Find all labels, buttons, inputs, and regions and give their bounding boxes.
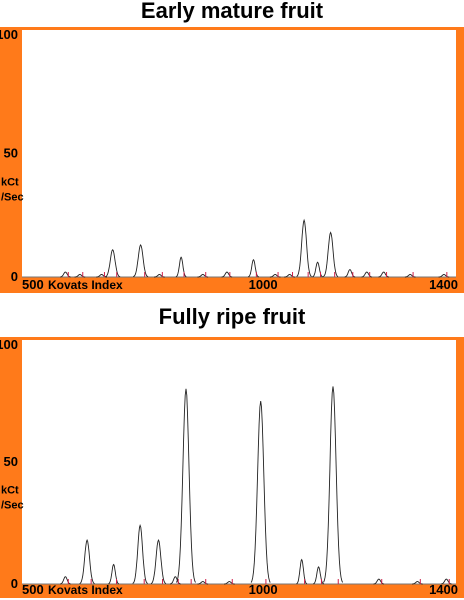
chromatogram-peak [296,558,308,585]
y-axis-label: kCt [1,485,19,497]
chromatogram-peak [412,581,423,585]
chromatogram-peak [269,274,281,278]
chromatogram-peak [323,386,344,583]
chromatogram-peak [132,523,148,584]
chromatogram-peak [284,274,295,278]
chromatogram-peak [96,274,107,278]
plot-area [22,340,456,584]
chromatogram-peak [247,258,259,278]
x-tick-label: 500 [22,277,44,292]
chromatogram-peak [438,274,450,278]
chromatogram-peak [105,249,121,278]
chromatogram-peak [59,271,71,278]
chart-title: Fully ripe fruit [158,304,306,329]
y-tick-label: 100 [0,337,18,352]
x-axis-label: Kovats Index [48,583,123,597]
y-axis-label: /Sec [1,192,24,204]
chromatogram-peak [154,274,165,278]
chromatogram-peak [170,576,181,585]
chromatogram-peak [296,218,312,277]
chromatogram-peak [150,538,167,585]
chromatogram-peak [373,578,385,585]
chart-title: Early mature fruit [140,0,324,23]
chart-panel-ripe: Fully ripe fruit 100500kCt/Sec5001000140… [0,300,464,600]
chromatogram-peak [313,566,325,585]
chromatogram-peak [250,400,271,583]
plot-area [22,30,456,277]
y-tick-label: 50 [4,454,18,469]
chromatogram-peak [322,231,339,277]
chromatogram-peak [378,271,390,278]
x-tick-label: 1400 [429,277,458,292]
chart-panel-early: Early mature fruit 100500kCt/Sec50010001… [0,0,464,293]
x-tick-label: 500 [22,582,44,597]
y-tick-label: 50 [4,146,18,161]
y-tick-label: 0 [11,269,18,284]
chromatogram-peak [175,388,196,583]
chromatogram-peak [361,271,373,278]
chromatogram-peak [79,538,95,585]
x-tick-label: 1000 [249,277,278,292]
chromatogram-peak [132,243,149,278]
x-tick-label: 1400 [429,582,458,597]
chromatogram-peak [224,581,235,585]
chromatogram-peak [312,261,324,278]
chromatogram-peak [440,578,452,585]
chromatogram-peak [108,563,120,585]
chromatogram-peak [221,271,233,278]
y-axis-label: kCt [1,177,19,189]
chromatogram-peak [344,269,356,278]
x-axis-label: Kovats Index [48,278,123,292]
chromatogram-peak [175,256,187,278]
chromatogram-peak [404,274,416,278]
y-tick-label: 100 [0,27,18,42]
chromatogram-peak [74,274,86,278]
chromatogram-peak [197,581,209,585]
chromatogram-peak [197,274,209,278]
chromatogram-peak [60,576,71,585]
x-tick-label: 1000 [249,582,278,597]
y-tick-label: 0 [11,576,18,591]
y-axis-label: /Sec [1,500,24,512]
